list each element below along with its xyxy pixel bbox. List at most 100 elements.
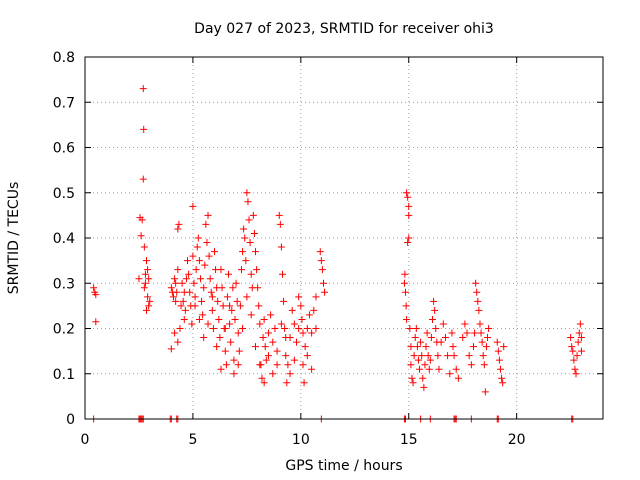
data-point bbox=[189, 202, 197, 210]
data-point bbox=[198, 297, 206, 305]
data-point bbox=[476, 320, 484, 328]
data-point bbox=[446, 370, 454, 378]
data-point bbox=[242, 257, 250, 265]
data-point bbox=[305, 311, 313, 319]
data-point bbox=[185, 270, 193, 278]
data-point bbox=[135, 275, 143, 283]
data-point bbox=[573, 352, 581, 360]
data-point bbox=[577, 334, 585, 342]
data-point bbox=[250, 229, 258, 237]
data-point bbox=[240, 225, 248, 233]
data-point bbox=[297, 302, 305, 310]
data-point bbox=[181, 306, 189, 314]
data-point bbox=[262, 356, 270, 364]
data-point bbox=[196, 275, 204, 283]
data-point bbox=[172, 297, 180, 305]
data-point bbox=[201, 261, 209, 269]
data-point bbox=[211, 248, 218, 256]
data-point bbox=[413, 343, 421, 351]
data-point bbox=[570, 356, 578, 364]
data-point bbox=[226, 302, 234, 310]
data-point bbox=[256, 361, 264, 369]
data-point bbox=[405, 234, 413, 242]
data-point bbox=[218, 284, 226, 292]
data-point bbox=[174, 225, 182, 233]
data-point bbox=[247, 270, 255, 278]
data-point bbox=[410, 352, 418, 360]
data-point bbox=[179, 297, 187, 305]
data-point bbox=[574, 338, 582, 346]
data-point bbox=[477, 329, 485, 337]
data-point bbox=[301, 343, 309, 351]
data-point bbox=[317, 257, 325, 265]
data-point bbox=[472, 279, 480, 287]
data-point bbox=[414, 356, 422, 364]
data-point bbox=[252, 248, 260, 256]
data-point bbox=[195, 315, 203, 323]
data-point bbox=[247, 311, 255, 319]
data-point bbox=[192, 266, 200, 274]
data-point bbox=[92, 318, 100, 326]
data-point bbox=[139, 175, 147, 183]
data-point bbox=[216, 334, 224, 342]
data-point bbox=[230, 356, 238, 364]
data-point bbox=[249, 211, 257, 219]
data-points bbox=[90, 85, 585, 423]
data-point bbox=[303, 352, 311, 360]
data-point bbox=[205, 252, 213, 260]
data-point bbox=[434, 352, 442, 360]
data-point bbox=[139, 85, 147, 93]
x-tick-label: 15 bbox=[400, 432, 418, 448]
data-point bbox=[264, 329, 272, 337]
data-point bbox=[273, 361, 281, 369]
data-point bbox=[146, 297, 154, 305]
data-point bbox=[299, 329, 307, 337]
y-tick-label: 0.1 bbox=[53, 367, 75, 383]
data-point bbox=[403, 189, 411, 197]
data-point bbox=[426, 356, 434, 364]
data-point bbox=[431, 306, 439, 314]
data-point bbox=[169, 293, 177, 301]
data-point bbox=[271, 325, 279, 332]
data-point bbox=[308, 365, 316, 373]
data-point bbox=[90, 284, 98, 292]
data-point bbox=[293, 338, 301, 346]
data-point bbox=[233, 297, 241, 305]
data-point bbox=[190, 279, 198, 287]
data-point bbox=[137, 232, 145, 240]
data-point bbox=[283, 379, 291, 387]
data-point bbox=[171, 275, 179, 283]
data-point bbox=[577, 347, 585, 355]
y-tick-label: 0.5 bbox=[53, 186, 75, 202]
data-point bbox=[140, 125, 148, 133]
data-point bbox=[432, 325, 440, 332]
data-point bbox=[281, 325, 289, 332]
data-point bbox=[308, 329, 316, 337]
data-point bbox=[321, 288, 329, 296]
data-point bbox=[470, 343, 477, 351]
data-point bbox=[427, 334, 435, 342]
data-point bbox=[200, 334, 208, 342]
data-point bbox=[454, 374, 462, 382]
y-tick-label: 0.3 bbox=[53, 276, 75, 292]
data-point bbox=[290, 356, 298, 364]
data-point bbox=[494, 347, 502, 355]
data-point bbox=[569, 347, 577, 355]
data-point bbox=[452, 365, 460, 373]
data-point bbox=[276, 220, 284, 228]
data-point bbox=[448, 329, 456, 337]
data-point bbox=[234, 361, 242, 369]
data-point bbox=[221, 325, 229, 332]
data-point bbox=[182, 275, 190, 283]
data-point bbox=[241, 234, 249, 242]
data-point bbox=[480, 361, 488, 369]
x-tick-label: 5 bbox=[188, 432, 197, 448]
data-point bbox=[575, 329, 583, 337]
data-point bbox=[318, 266, 326, 274]
data-point bbox=[226, 320, 234, 328]
y-tick-label: 0.7 bbox=[53, 95, 75, 111]
data-point bbox=[474, 297, 482, 305]
data-point bbox=[405, 211, 413, 219]
data-point bbox=[485, 325, 493, 332]
data-point bbox=[174, 266, 182, 274]
